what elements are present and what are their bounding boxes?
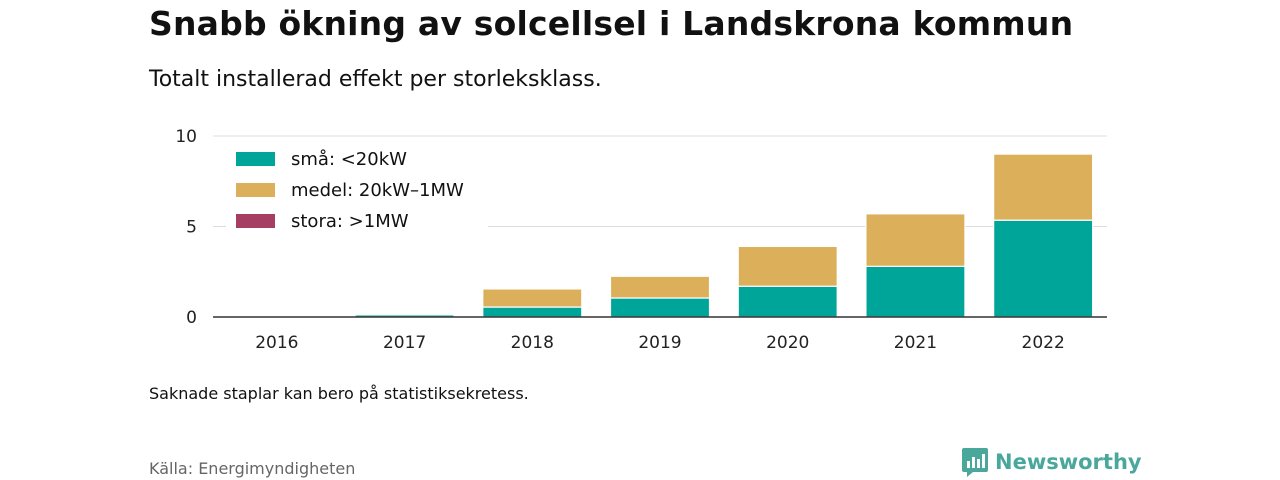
x-axis-ticks: 2016 2017 2018 2019 2020 2021 2022 bbox=[255, 333, 1065, 353]
bar-segment bbox=[609, 297, 711, 318]
bar-segment bbox=[865, 265, 966, 318]
brand-name: Newsworthy bbox=[995, 450, 1142, 474]
bar-segment bbox=[482, 288, 583, 308]
y-tick-label: 5 bbox=[186, 218, 197, 238]
bar-segment bbox=[609, 275, 711, 299]
bar-segment bbox=[993, 153, 1094, 221]
bar-segment bbox=[482, 306, 583, 318]
chart-subtitle: Totalt installerad effekt per storlekskl… bbox=[149, 67, 602, 92]
x-tick-label: 2022 bbox=[1022, 333, 1065, 353]
x-tick-label: 2019 bbox=[638, 333, 681, 353]
bar-segment bbox=[865, 213, 966, 267]
footnote: Saknade staplar kan bero på statistiksek… bbox=[149, 384, 529, 403]
chart-title: Snabb ökning av solcellsel i Landskrona … bbox=[149, 4, 1074, 43]
legend-label: stora: >1MW bbox=[291, 211, 409, 232]
x-tick-label: 2018 bbox=[511, 333, 554, 353]
x-tick-label: 2016 bbox=[255, 333, 298, 353]
x-tick-label: 2017 bbox=[383, 333, 426, 353]
legend-label: medel: 20kW–1MW bbox=[291, 180, 464, 201]
y-tick-label: 0 bbox=[186, 308, 197, 328]
legend-swatch bbox=[236, 152, 275, 166]
bar-segment bbox=[737, 245, 838, 287]
y-axis-ticks: 0 5 10 bbox=[175, 127, 197, 328]
legend-swatch bbox=[236, 214, 275, 228]
newsworthy-logo: Newsworthy bbox=[961, 446, 1142, 478]
newsworthy-logo-icon bbox=[962, 448, 988, 477]
bars bbox=[226, 153, 1094, 318]
bar-segment bbox=[737, 285, 838, 318]
bar-segment bbox=[993, 219, 1094, 318]
legend-swatch bbox=[236, 183, 275, 197]
legend-label: små: <20kW bbox=[291, 149, 407, 170]
legend: små: <20kW medel: 20kW–1MW stora: >1MW bbox=[236, 149, 464, 232]
x-tick-label: 2021 bbox=[894, 333, 937, 353]
y-tick-label: 10 bbox=[175, 127, 197, 147]
x-tick-label: 2020 bbox=[766, 333, 809, 353]
bar-chart: 0 5 10 2016 2017 2018 2019 2020 2021 2022 små: <… bbox=[175, 127, 1107, 353]
source-text: Källa: Energimyndigheten bbox=[149, 459, 356, 478]
